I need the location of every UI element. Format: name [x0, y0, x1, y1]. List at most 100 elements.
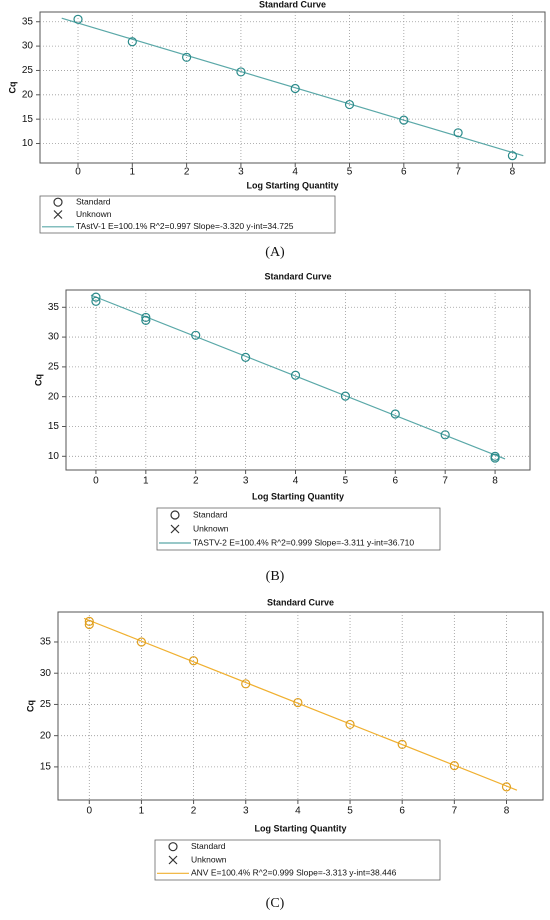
x-tick-label: 6 [399, 806, 405, 817]
y-tick-label: 10 [22, 138, 34, 149]
point [141, 315, 151, 325]
y-tick-label: 35 [22, 16, 34, 27]
x-tick-label: 6 [401, 167, 407, 178]
legend [154, 839, 441, 881]
x-tick-label: 4 [293, 476, 299, 487]
point [91, 296, 101, 306]
legend [156, 507, 441, 551]
x-tick-label: 1 [130, 167, 136, 178]
point [73, 14, 83, 24]
y-tick-label: 35 [48, 302, 60, 313]
x-tick-label: 5 [347, 167, 353, 178]
y-tick-label: 15 [40, 762, 52, 773]
legend-label: Unknown [193, 523, 229, 533]
legend-label: TASTV-2 E=100.4% R^2=0.999 Slope=-3.311 … [193, 537, 414, 547]
x-tick-label: 0 [87, 806, 93, 817]
legend-symbol [168, 842, 178, 852]
point [191, 330, 201, 340]
x-tick-label: 4 [292, 167, 298, 178]
point [507, 151, 518, 161]
fit-line [90, 294, 506, 460]
panel-label: (A) [265, 245, 285, 260]
panel-label: (C) [266, 896, 285, 911]
y-tick-label: 25 [40, 699, 52, 710]
y-axis-label: Cq [33, 374, 43, 386]
point [136, 637, 147, 647]
fit-line [83, 617, 518, 791]
point [293, 697, 303, 708]
point [453, 128, 463, 138]
point [188, 656, 199, 666]
point [449, 761, 459, 771]
point [84, 616, 94, 626]
x-tick-label: 1 [143, 476, 149, 487]
point [127, 37, 137, 47]
point [490, 453, 500, 463]
y-tick-label: 35 [40, 637, 52, 648]
y-tick-label: 30 [48, 332, 60, 343]
x-tick-label: 5 [343, 476, 349, 487]
point [397, 739, 407, 750]
chart-title: Standard Curve [264, 271, 331, 281]
y-axis-label: Cq [25, 700, 35, 712]
y-tick-label: 20 [48, 391, 60, 402]
x-tick-label: 0 [93, 476, 99, 487]
x-tick-label: 3 [243, 806, 249, 817]
point [84, 619, 94, 630]
legend-symbol [53, 197, 63, 207]
x-tick-label: 1 [139, 806, 145, 817]
point [290, 370, 301, 380]
y-tick-label: 20 [22, 89, 34, 100]
point [141, 312, 151, 323]
point [91, 292, 101, 302]
y-tick-label: 25 [22, 65, 34, 76]
point [241, 679, 251, 689]
fit-line [61, 17, 524, 157]
point [340, 391, 350, 401]
panel-label: (B) [266, 569, 285, 584]
y-tick-label: 20 [40, 730, 52, 741]
x-tick-label: 7 [442, 476, 448, 487]
legend-symbol [53, 210, 63, 219]
point [399, 115, 409, 125]
point [236, 67, 246, 77]
x-tick-label: 7 [455, 167, 461, 178]
legend-label: Standard [191, 841, 226, 851]
x-tick-label: 3 [243, 476, 249, 487]
x-tick-label: 3 [238, 167, 244, 178]
legend-label: ANV E=100.4% R^2=0.999 Slope=-3.313 y-in… [191, 868, 397, 878]
y-tick-label: 30 [22, 41, 34, 52]
y-axis-label: Cq [7, 82, 17, 94]
legend-label: Standard [76, 196, 111, 206]
legend-symbol [170, 510, 180, 520]
point [182, 52, 192, 62]
point [290, 83, 300, 94]
x-tick-label: 8 [504, 806, 510, 817]
x-axis-label: Log Starting Quantity [247, 180, 339, 190]
x-tick-label: 2 [191, 806, 197, 817]
plot-area [65, 289, 531, 471]
x-tick-label: 6 [393, 476, 399, 487]
x-tick-label: 8 [510, 167, 516, 178]
x-tick-label: 2 [184, 167, 190, 178]
chart-title: Standard Curve [259, 0, 326, 9]
point [390, 409, 400, 419]
legend-symbol [168, 855, 178, 865]
point [345, 719, 355, 730]
legend [39, 195, 336, 234]
x-axis-label: Log Starting Quantity [255, 823, 347, 833]
x-axis-label: Log Starting Quantity [252, 491, 344, 501]
x-tick-label: 8 [492, 476, 498, 487]
point [344, 99, 355, 110]
y-tick-label: 15 [48, 421, 60, 432]
x-tick-label: 2 [193, 476, 199, 487]
legend-symbol [170, 524, 180, 534]
point [440, 430, 450, 440]
legend-label: Unknown [76, 209, 112, 219]
chart-title: Standard Curve [267, 597, 334, 607]
y-tick-label: 30 [40, 668, 52, 679]
x-tick-label: 0 [75, 167, 81, 178]
y-tick-label: 10 [48, 451, 60, 462]
